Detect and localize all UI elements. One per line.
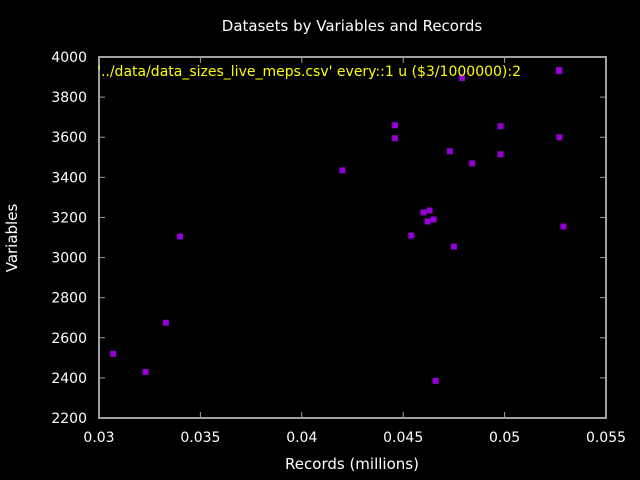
x-tick-label: 0.045 bbox=[383, 430, 423, 446]
y-tick-label: 2200 bbox=[51, 411, 87, 427]
y-tick-label: 2400 bbox=[51, 371, 87, 387]
data-point bbox=[459, 75, 466, 82]
y-tick-label: 3600 bbox=[51, 130, 87, 146]
data-point bbox=[392, 135, 399, 142]
x-tick-label: 0.05 bbox=[489, 430, 520, 446]
data-point bbox=[142, 368, 149, 375]
legend-label: '../data/data_sizes_live_meps.csv' every… bbox=[97, 64, 521, 80]
data-point bbox=[392, 122, 399, 129]
legend-marker bbox=[556, 67, 562, 73]
data-point bbox=[177, 233, 184, 240]
data-point bbox=[110, 350, 117, 357]
x-tick-label: 0.03 bbox=[83, 430, 114, 446]
axis-ticks bbox=[98, 56, 607, 419]
data-point bbox=[424, 218, 431, 225]
x-tick-label: 0.055 bbox=[586, 430, 626, 446]
data-point bbox=[339, 167, 346, 174]
y-tick-label: 2800 bbox=[51, 291, 87, 307]
data-point bbox=[560, 223, 567, 230]
x-tick-label: 0.04 bbox=[286, 430, 317, 446]
y-axis-label: Variables bbox=[3, 204, 21, 273]
chart-title: Datasets by Variables and Records bbox=[222, 17, 483, 35]
y-tick-label: 3400 bbox=[51, 170, 87, 186]
data-point bbox=[430, 216, 437, 223]
data-point bbox=[426, 207, 433, 214]
data-point bbox=[556, 134, 563, 141]
data-point bbox=[432, 377, 439, 384]
x-tick-label: 0.035 bbox=[180, 430, 220, 446]
data-point bbox=[450, 243, 457, 250]
data-point bbox=[162, 319, 169, 326]
data-points bbox=[110, 67, 567, 384]
y-tick-label: 3200 bbox=[51, 210, 87, 226]
y-tick-label: 4000 bbox=[51, 50, 87, 66]
y-tick-label: 2600 bbox=[51, 331, 87, 347]
y-tick-label: 3800 bbox=[51, 90, 87, 106]
data-point bbox=[420, 209, 427, 216]
x-axis-label: Records (millions) bbox=[285, 455, 419, 473]
data-point bbox=[408, 232, 415, 239]
y-tick-label: 3000 bbox=[51, 251, 87, 267]
data-point bbox=[446, 148, 453, 155]
data-point bbox=[469, 160, 476, 167]
data-point bbox=[497, 151, 504, 158]
plot-frame bbox=[98, 56, 607, 419]
data-point bbox=[497, 123, 504, 130]
tick-labels: 0.03 0.035 0.04 0.045 0.05 0.055 2200 2400 2600 2… bbox=[51, 50, 626, 446]
